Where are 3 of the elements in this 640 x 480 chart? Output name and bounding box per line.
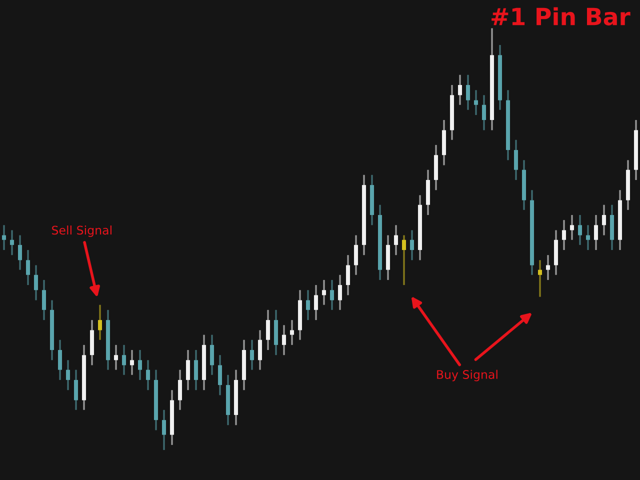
- annotation: Sell Signal: [52, 226, 112, 237]
- chart-title: #1 Pin Bar: [492, 7, 630, 26]
- annotation: Buy Signal: [437, 370, 498, 382]
